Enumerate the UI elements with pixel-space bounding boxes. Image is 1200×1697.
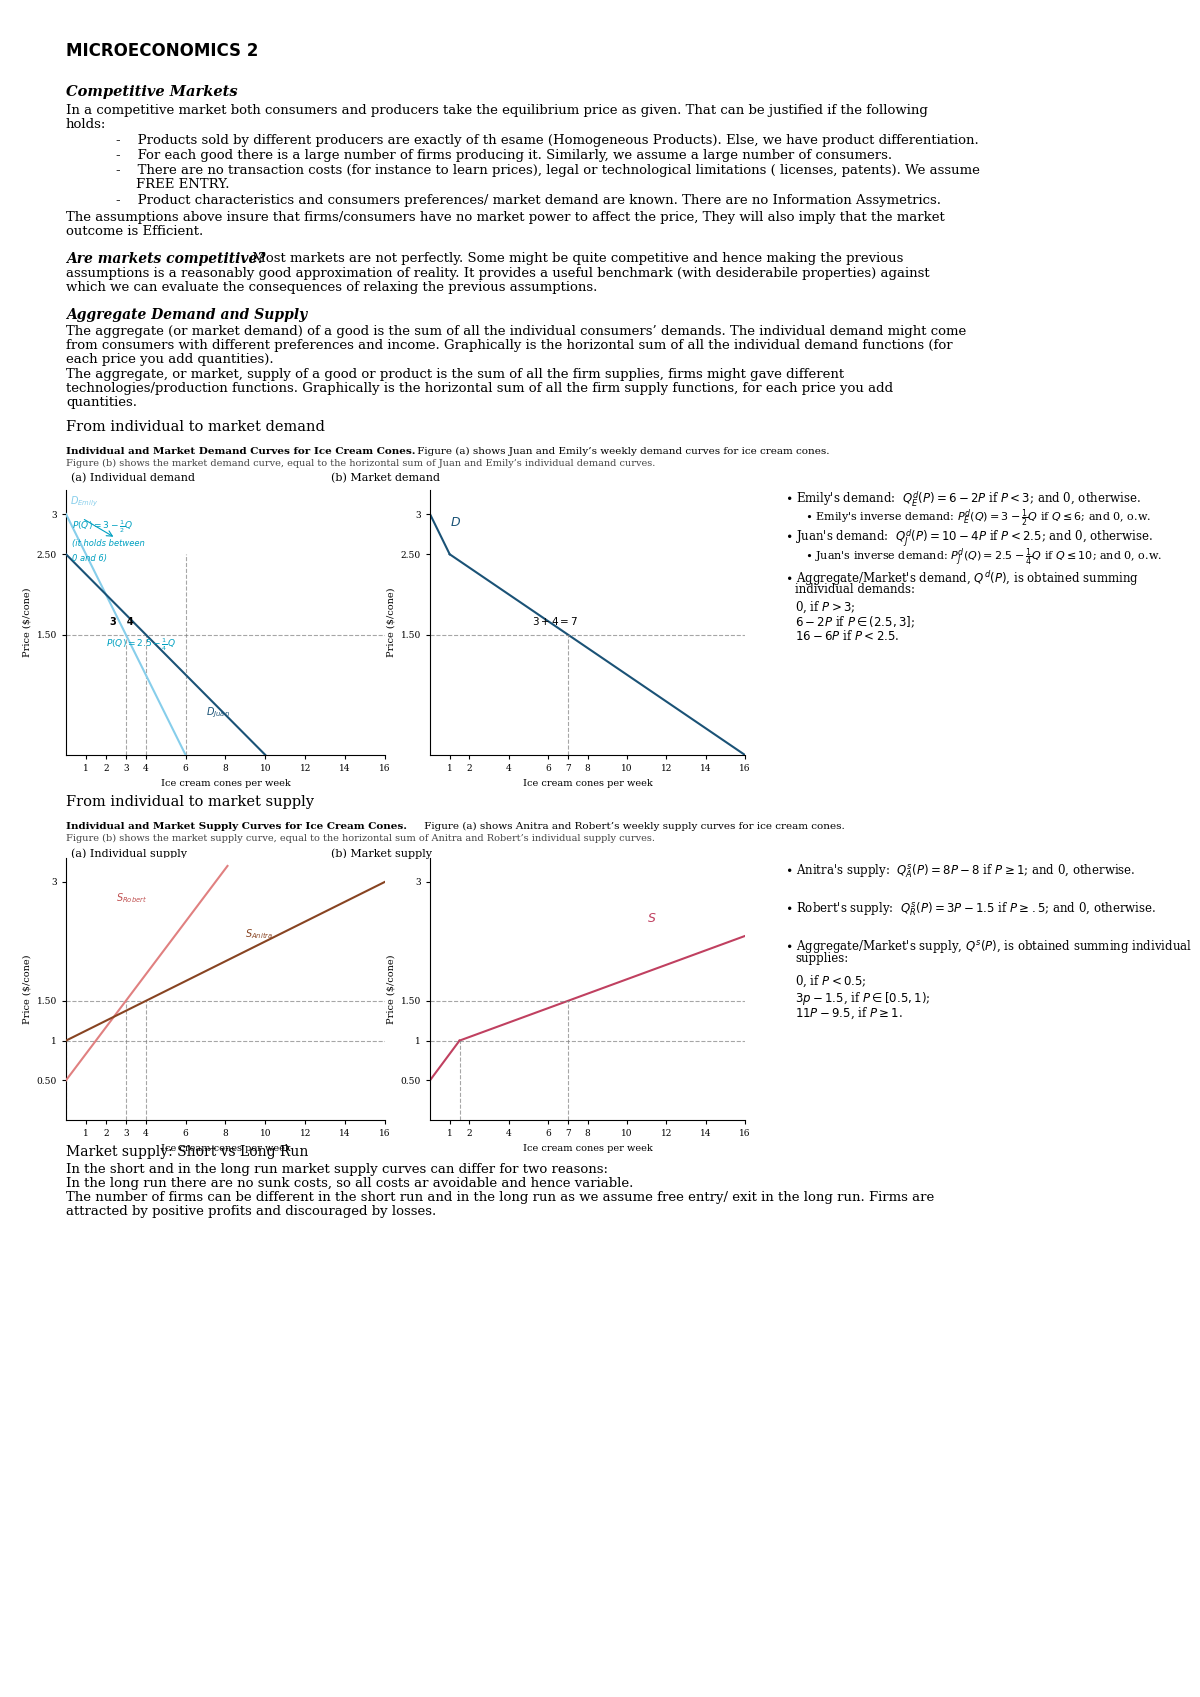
Text: which we can evaluate the consequences of relaxing the previous assumptions.: which we can evaluate the consequences o… — [66, 282, 598, 294]
Text: $11P - 9.5$, if $P \geq 1$.: $11P - 9.5$, if $P \geq 1$. — [796, 1006, 904, 1022]
Text: $3+4=7$: $3+4=7$ — [533, 614, 578, 626]
Text: $3p - 1.5$, if $P \in [0.5, 1)$;: $3p - 1.5$, if $P \in [0.5, 1)$; — [796, 989, 930, 1006]
Text: (a) Individual supply: (a) Individual supply — [71, 848, 187, 859]
Text: 3   4: 3 4 — [110, 618, 133, 626]
Text: 0, if $P < 0.5$;: 0, if $P < 0.5$; — [796, 974, 866, 989]
Text: -    Product characteristics and consumers preferences/ market demand are known.: - Product characteristics and consumers … — [116, 193, 941, 207]
Y-axis label: Price ($/cone): Price ($/cone) — [386, 954, 395, 1023]
Text: $S_{Robert}$: $S_{Robert}$ — [116, 891, 148, 906]
Text: Individual and Market Supply Curves for Ice Cream Cones.: Individual and Market Supply Curves for … — [66, 821, 407, 832]
Text: MICROECONOMICS 2: MICROECONOMICS 2 — [66, 42, 258, 59]
Text: $\bullet$ Emily's demand:  $Q_E^d(P) = 6 - 2P$ if $P < 3$; and 0, otherwise.: $\bullet$ Emily's demand: $Q_E^d(P) = 6 … — [785, 490, 1141, 509]
Text: $\bullet$ Juan's inverse demand: $P_J^d(Q) = 2.5 - \frac{1}{4}Q$ if $Q \leq 10$;: $\bullet$ Juan's inverse demand: $P_J^d(… — [805, 546, 1162, 568]
Y-axis label: Price ($/cone): Price ($/cone) — [22, 587, 31, 657]
Text: (a) Individual demand: (a) Individual demand — [71, 473, 194, 484]
Text: -    For each good there is a large number of firms producing it. Similarly, we : - For each good there is a large number … — [116, 149, 892, 161]
Text: $D_{Juan}$: $D_{Juan}$ — [205, 706, 229, 720]
Text: each price you add quantities).: each price you add quantities). — [66, 353, 274, 367]
Text: Most markets are not perfectly. Some might be quite competitive and hence making: Most markets are not perfectly. Some mig… — [248, 251, 904, 265]
Text: supplies:: supplies: — [796, 952, 848, 966]
X-axis label: Ice cream cones per week: Ice cream cones per week — [161, 779, 290, 787]
Text: 0, if $P > 3$;: 0, if $P > 3$; — [796, 601, 856, 616]
X-axis label: Ice cream cones per week: Ice cream cones per week — [161, 1144, 290, 1152]
Text: $\bullet$ Juan's demand:  $Q_J^d(P) = 10 - 4P$ if $P < 2.5$; and 0, otherwise.: $\bullet$ Juan's demand: $Q_J^d(P) = 10 … — [785, 528, 1153, 550]
Text: $\bullet$ Aggregate/Market's demand, $Q^d(P)$, is obtained summing: $\bullet$ Aggregate/Market's demand, $Q^… — [785, 568, 1139, 587]
Text: Aggregate Demand and Supply: Aggregate Demand and Supply — [66, 307, 307, 322]
Text: $\bullet$ Robert's supply:  $Q_R^s(P) = 3P - 1.5$ if $P \geq .5$; and 0, otherwi: $\bullet$ Robert's supply: $Q_R^s(P) = 3… — [785, 899, 1157, 918]
Text: Individual and Market Demand Curves for Ice Cream Cones.: Individual and Market Demand Curves for … — [66, 446, 415, 456]
Text: Figure (b) shows the market demand curve, equal to the horizontal sum of Juan an: Figure (b) shows the market demand curve… — [66, 458, 655, 468]
Text: The number of firms can be different in the short run and in the long run as we : The number of firms can be different in … — [66, 1191, 935, 1203]
Text: technologies/production functions. Graphically is the horizontal sum of all the : technologies/production functions. Graph… — [66, 382, 893, 395]
Text: Are markets competitive?: Are markets competitive? — [66, 251, 265, 266]
Text: $6 - 2P$ if $P \in (2.5, 3]$;: $6 - 2P$ if $P \in (2.5, 3]$; — [796, 614, 916, 631]
Text: Figure (a) shows Juan and Emily’s weekly demand curves for ice cream cones.: Figure (a) shows Juan and Emily’s weekly… — [414, 446, 829, 456]
Text: (b) Market demand: (b) Market demand — [331, 473, 440, 484]
Text: Figure (b) shows the market supply curve, equal to the horizontal sum of Anitra : Figure (b) shows the market supply curve… — [66, 833, 655, 843]
Text: The assumptions above insure that firms/consumers have no market power to affect: The assumptions above insure that firms/… — [66, 210, 944, 224]
Text: holds:: holds: — [66, 119, 107, 131]
Text: In a competitive market both consumers and producers take the equilibrium price : In a competitive market both consumers a… — [66, 104, 928, 117]
Text: quantities.: quantities. — [66, 395, 137, 409]
Text: -    There are no transaction costs (for instance to learn prices), legal or tec: - There are no transaction costs (for in… — [116, 165, 980, 176]
Text: In the long run there are no sunk costs, so all costs ar avoidable and hence var: In the long run there are no sunk costs,… — [66, 1178, 634, 1190]
Text: assumptions is a reasonably good approximation of reality. It provides a useful : assumptions is a reasonably good approxi… — [66, 266, 930, 280]
Text: from consumers with different preferences and income. Graphically is the horizon: from consumers with different preference… — [66, 339, 953, 351]
Text: $P(Q)=3-\frac{1}{2}Q$: $P(Q)=3-\frac{1}{2}Q$ — [72, 518, 133, 535]
Y-axis label: Price ($/cone): Price ($/cone) — [22, 954, 31, 1023]
Text: Figure (a) shows Anitra and Robert’s weekly supply curves for ice cream cones.: Figure (a) shows Anitra and Robert’s wee… — [421, 821, 845, 832]
X-axis label: Ice cream cones per week: Ice cream cones per week — [523, 779, 653, 787]
Text: Competitive Markets: Competitive Markets — [66, 85, 238, 98]
Text: individual demands:: individual demands: — [796, 584, 916, 596]
Text: $\bullet$ Aggregate/Market's supply, $Q^s(P)$, is obtained summing individual: $\bullet$ Aggregate/Market's supply, $Q^… — [785, 938, 1192, 955]
Text: $D_{Emily}$: $D_{Emily}$ — [70, 496, 98, 509]
Text: From individual to market demand: From individual to market demand — [66, 419, 325, 434]
Text: outcome is Efficient.: outcome is Efficient. — [66, 226, 203, 238]
Text: (it holds between: (it holds between — [72, 540, 145, 548]
X-axis label: Ice cream cones per week: Ice cream cones per week — [523, 1144, 653, 1152]
Text: The aggregate, or market, supply of a good or product is the sum of all the firm: The aggregate, or market, supply of a go… — [66, 368, 844, 382]
Y-axis label: Price ($/cone): Price ($/cone) — [386, 587, 395, 657]
Text: $\bullet$ Anitra's supply:  $Q_A^s(P) = 8P - 8$ if $P \geq 1$; and 0, otherwise.: $\bullet$ Anitra's supply: $Q_A^s(P) = 8… — [785, 862, 1135, 879]
Text: 0 and 6): 0 and 6) — [72, 553, 107, 563]
Text: In the short and in the long run market supply curves can differ for two reasons: In the short and in the long run market … — [66, 1162, 608, 1176]
Text: $S$: $S$ — [647, 911, 656, 925]
Text: $16 - 6P$ if $P < 2.5$.: $16 - 6P$ if $P < 2.5$. — [796, 630, 899, 643]
Text: $D$: $D$ — [450, 516, 461, 529]
Text: From individual to market supply: From individual to market supply — [66, 794, 314, 809]
Text: Market supply: Short vs Long Run: Market supply: Short vs Long Run — [66, 1145, 308, 1159]
Text: $\bullet$ Emily's inverse demand: $P_E^d(Q) = 3 - \frac{1}{2}Q$ if $Q \leq 6$; a: $\bullet$ Emily's inverse demand: $P_E^d… — [805, 507, 1151, 529]
Text: attracted by positive profits and discouraged by losses.: attracted by positive profits and discou… — [66, 1205, 437, 1218]
Text: $S_{Anitra}$: $S_{Anitra}$ — [246, 927, 274, 942]
Text: -    Products sold by different producers are exactly of th esame (Homogeneous P: - Products sold by different producers a… — [116, 134, 979, 148]
Text: The aggregate (or market demand) of a good is the sum of all the individual cons: The aggregate (or market demand) of a go… — [66, 326, 966, 338]
Text: $P(Q)=2.5-\frac{1}{4}Q$: $P(Q)=2.5-\frac{1}{4}Q$ — [106, 636, 175, 653]
Text: (b) Market supply: (b) Market supply — [331, 848, 432, 859]
Text: FREE ENTRY.: FREE ENTRY. — [136, 178, 229, 192]
